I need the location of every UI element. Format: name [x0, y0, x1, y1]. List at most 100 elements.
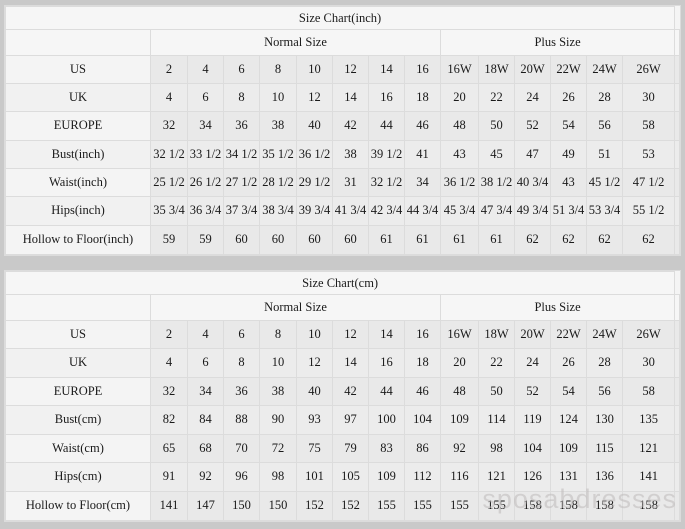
table-cell: 10 [259, 82, 297, 113]
table-cell: 8 [259, 319, 297, 350]
table-cell: 24W [586, 54, 623, 84]
table-cell: 44 3/4 [404, 196, 441, 226]
table-cell-spacer [674, 111, 680, 141]
table-cell: 36 1/2 [440, 167, 479, 198]
table-cell: 52 [514, 111, 551, 141]
table-cell: 54 [550, 376, 587, 407]
table-cell: 12 [296, 348, 333, 378]
table-row: US 2 4 6 8 10 12 14 16 16W 18W 20W 22W 24W 26W [5, 54, 680, 84]
table-cell-spacer [674, 82, 680, 113]
title-row: Size Chart(inch) [4, 5, 680, 31]
table-row: Bust(cm) 82 84 88 90 93 97 100 104 109 114 119 124 13… [5, 405, 680, 435]
table-cell: 72 [259, 433, 297, 464]
table-cell: 12 [332, 319, 369, 350]
table-cell: 61 [404, 224, 441, 256]
title-row: Size Chart(cm) [4, 270, 680, 296]
group-header: Normal Size [150, 294, 441, 321]
table-cell-spacer [674, 319, 680, 350]
table-cell: 91 [150, 462, 188, 492]
group-header: Normal Size [150, 29, 441, 56]
group-header-corner [5, 294, 151, 321]
table-cell: 50 [478, 376, 515, 407]
table-cell: 58 [621, 376, 676, 407]
table-cell: 152 [332, 490, 369, 521]
table-cell: 38 [259, 376, 297, 407]
table-cell: 16W [440, 54, 479, 84]
table-row: EUROPE 32 34 36 38 40 42 44 46 48 50 52 54 56 58 [5, 111, 680, 141]
table-cell: 126 [514, 462, 551, 492]
table-cell: 116 [440, 462, 479, 492]
table-cell: 44 [368, 111, 405, 141]
group-header-spacer [674, 29, 680, 56]
table-cell: 42 [332, 376, 369, 407]
table-cell: 105 [332, 462, 369, 492]
table-cell: 22W [550, 54, 587, 84]
table-cell: 55 1/2 [621, 196, 676, 226]
table-cell: 26 [550, 82, 587, 113]
table-cell: 68 [187, 433, 224, 464]
group-header-corner [5, 29, 151, 56]
table-cell: 141 [621, 462, 676, 492]
table-cell: 47 [514, 139, 551, 169]
row-label: Hollow to Floor(cm) [5, 490, 151, 521]
table-cell: 6 [187, 82, 224, 113]
table-cell: 43 [440, 139, 479, 169]
table-cell: 38 1/2 [478, 167, 515, 198]
table-cell: 58 [621, 111, 676, 141]
table-row: Hips(inch) 35 3/4 36 3/4 37 3/4 38 3/4 39 3/4… [5, 196, 680, 226]
table-cell: 51 3/4 [550, 196, 587, 226]
table-cell: 53 3/4 [586, 196, 623, 226]
table-cell: 36 [223, 376, 260, 407]
table-cell: 112 [404, 462, 441, 492]
table-cell: 121 [621, 433, 676, 464]
table-cell: 14 [368, 54, 405, 84]
size-chart-inch: Size Chart(inch) Normal Size Plus Size US 2 4… [4, 5, 681, 256]
table-cell: 8 [259, 54, 297, 84]
table-cell: 14 [368, 319, 405, 350]
table-cell: 14 [332, 82, 369, 113]
table-cell-spacer [674, 462, 680, 492]
table-cell: 31 [332, 167, 369, 198]
table-cell: 46 [404, 376, 441, 407]
table-cell: 26 [550, 348, 587, 378]
table-cell: 115 [586, 433, 623, 464]
group-header: Plus Size [439, 294, 676, 321]
table-row: UK 4 6 8 10 12 14 16 18 20 22 24 26 28 30 [5, 82, 680, 113]
table-cell: 28 1/2 [259, 167, 297, 198]
table-cell: 121 [478, 462, 515, 492]
table-cell: 155 [440, 490, 479, 521]
table-cell: 82 [150, 405, 188, 435]
table-cell: 79 [332, 433, 369, 464]
table-cell: 101 [296, 462, 333, 492]
table-cell: 35 3/4 [150, 196, 188, 226]
table-cell: 152 [296, 490, 333, 521]
table-cell: 47 1/2 [621, 167, 676, 198]
row-label: Hollow to Floor(inch) [5, 224, 151, 256]
table-cell: 109 [550, 433, 587, 464]
table-cell: 40 [296, 111, 333, 141]
table-cell: 61 [478, 224, 515, 256]
table-cell: 32 1/2 [150, 139, 188, 169]
table-cell: 36 3/4 [187, 196, 224, 226]
table-cell: 62 [550, 224, 587, 256]
table-cell: 24 [514, 348, 551, 378]
table-cell: 45 1/2 [586, 167, 623, 198]
row-label: US [5, 54, 151, 84]
table-cell: 28 [586, 348, 623, 378]
table-cell: 12 [296, 82, 333, 113]
table-cell-spacer [674, 405, 680, 435]
table-cell: 14 [332, 348, 369, 378]
table-cell: 75 [296, 433, 333, 464]
table-cell: 49 3/4 [514, 196, 551, 226]
table-cell: 24W [586, 319, 623, 350]
table-cell: 30 [621, 82, 676, 113]
table-cell-spacer [674, 196, 680, 226]
table-cell: 59 [187, 224, 224, 256]
row-label: Bust(inch) [5, 139, 151, 169]
table-cell: 8 [223, 82, 260, 113]
table-cell: 51 [586, 139, 623, 169]
table-cell: 141 [150, 490, 188, 521]
table-cell: 35 1/2 [259, 139, 297, 169]
table-cell: 84 [187, 405, 224, 435]
